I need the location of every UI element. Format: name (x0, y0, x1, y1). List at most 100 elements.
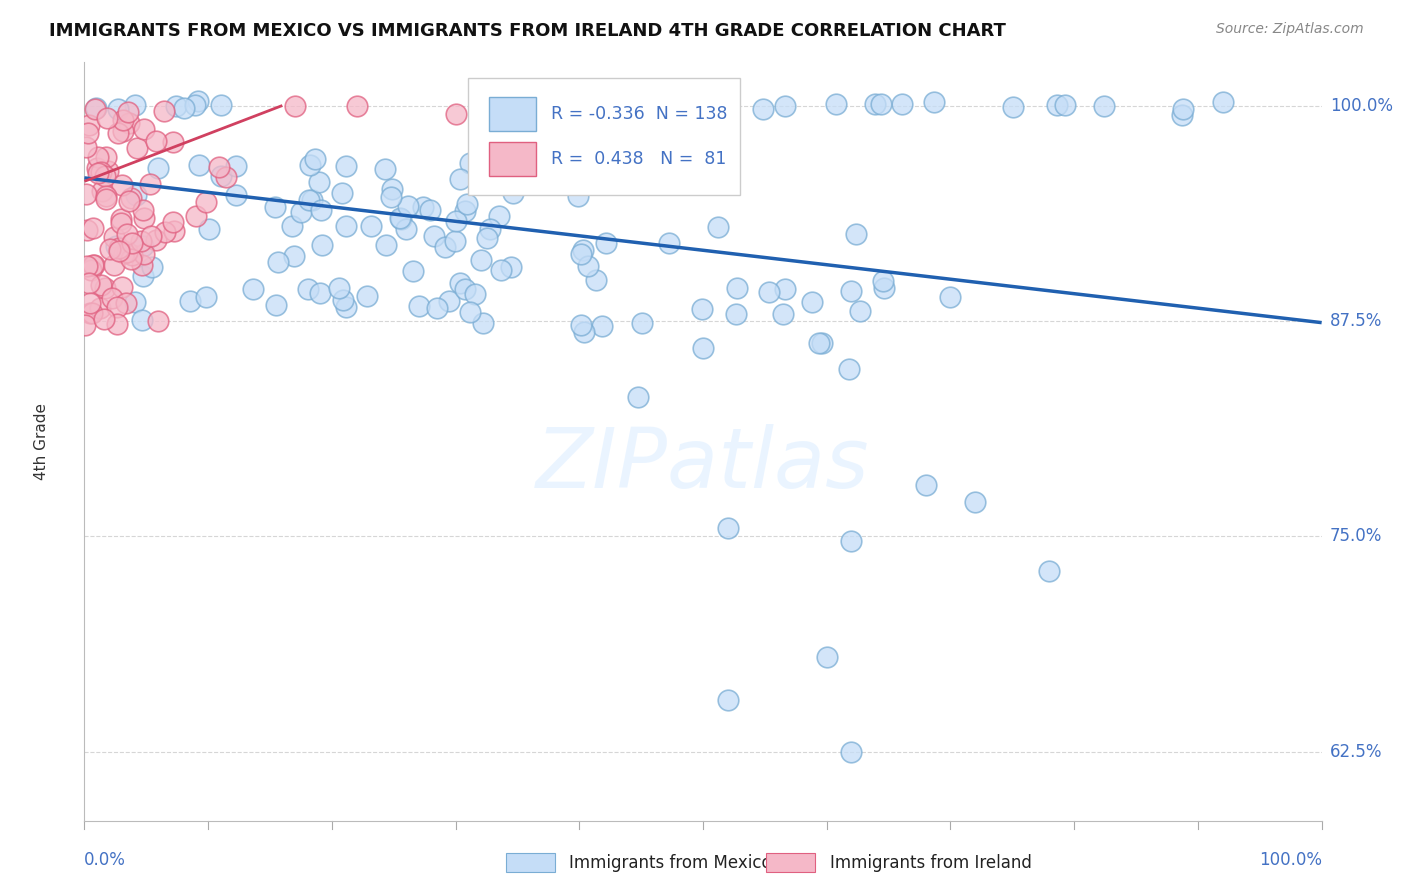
Point (112, 246, 135, 260)
Point (773, 99, 796, 113)
Point (335, 219, 357, 233)
Point (309, 202, 332, 217)
Point (335, 159, 357, 173)
Point (139, 228, 162, 243)
Point (811, 336, 834, 351)
Point (578, 102, 600, 116)
Point (125, 141, 148, 155)
Point (772, 307, 794, 321)
Point (630, 316, 652, 330)
Point (328, 280, 350, 294)
Point (423, 229, 446, 244)
Point (572, 243, 595, 257)
Point (103, 230, 125, 244)
Point (79, 306, 101, 320)
Point (419, 202, 441, 217)
Point (595, 235, 617, 250)
Point (162, 215, 184, 229)
Point (444, 107, 467, 121)
Point (284, 98, 307, 112)
Point (690, 301, 713, 316)
Point (412, 200, 434, 214)
Point (118, 116, 141, 130)
Point (281, 219, 304, 233)
Point (841, 745, 863, 759)
Point (93, 312, 115, 326)
Point (717, 521, 740, 535)
Point (94, 193, 117, 207)
Point (454, 283, 477, 297)
Point (488, 209, 510, 223)
Point (94, 169, 117, 183)
Point (381, 182, 404, 196)
Point (499, 260, 522, 274)
Point (132, 211, 155, 226)
Point (456, 196, 478, 211)
Point (264, 200, 287, 214)
Point (332, 293, 354, 308)
Text: R = -0.336  N = 138: R = -0.336 N = 138 (551, 104, 727, 122)
Point (402, 264, 425, 278)
Point (707, 100, 730, 114)
Point (76, 260, 98, 274)
Point (335, 300, 357, 314)
Point (408, 299, 430, 313)
Point (194, 290, 217, 304)
Point (146, 161, 169, 176)
Point (567, 96, 589, 111)
Point (124, 295, 146, 310)
Point (939, 290, 962, 304)
Point (84, 101, 107, 115)
Bar (489, 96, 536, 130)
Point (449, 171, 471, 186)
Point (380, 190, 402, 204)
Text: 4th Grade: 4th Grade (34, 403, 49, 480)
Point (965, 495, 987, 509)
Point (208, 161, 231, 175)
Point (117, 227, 139, 241)
Point (1038, 564, 1060, 578)
Point (458, 305, 481, 319)
Point (1046, 98, 1069, 112)
Point (105, 318, 128, 332)
Point (121, 236, 143, 251)
Point (751, 102, 773, 116)
Point (873, 281, 896, 295)
Point (1212, 95, 1234, 110)
Point (131, 313, 153, 327)
Point (454, 204, 477, 219)
Point (267, 255, 290, 269)
Point (922, 95, 945, 110)
Point (567, 189, 589, 203)
Point (225, 187, 247, 202)
Point (1094, 99, 1116, 113)
Point (75, 187, 97, 202)
Point (125, 187, 148, 202)
Point (107, 126, 129, 140)
Point (478, 221, 501, 235)
Point (489, 262, 512, 277)
Point (572, 325, 595, 339)
Point (115, 296, 138, 310)
Point (426, 301, 449, 316)
Point (132, 269, 155, 284)
Point (82, 306, 104, 320)
Point (1053, 97, 1076, 112)
Point (477, 231, 499, 245)
Point (360, 219, 382, 233)
Point (195, 194, 218, 209)
Point (187, 95, 209, 109)
Point (111, 123, 134, 137)
Point (111, 178, 134, 193)
Point (375, 238, 398, 252)
Text: 75.0%: 75.0% (1330, 527, 1382, 545)
Point (443, 235, 465, 249)
Point (162, 135, 184, 149)
Point (184, 98, 207, 112)
Point (502, 186, 524, 200)
Point (214, 170, 236, 185)
Text: Source: ZipAtlas.com: Source: ZipAtlas.com (1216, 22, 1364, 37)
Point (308, 175, 330, 189)
Point (112, 112, 135, 127)
Point (104, 239, 127, 253)
